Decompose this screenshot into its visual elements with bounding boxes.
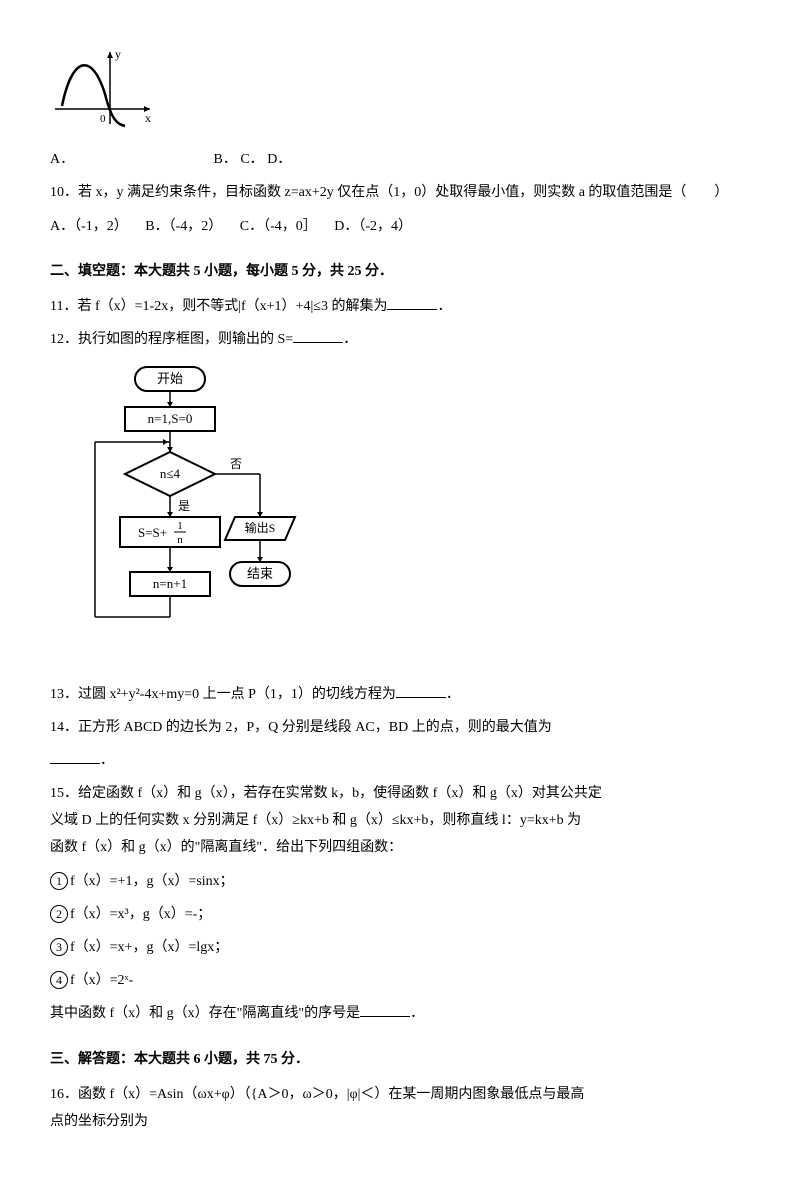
svg-text:n=1,S=0: n=1,S=0 <box>148 411 193 426</box>
x-axis-label: x <box>145 111 151 125</box>
q15-choice4: 4f（x）=2ˣ- <box>50 968 750 993</box>
flowchart: 开始 n=1,S=0 n≤4 否 输出S 结束 是 S=S+ 1 n n=n+1 <box>80 362 750 671</box>
q13-blank[interactable] <box>396 683 446 698</box>
q14: 14．正方形 ABCD 的边长为 2，P，Q 分别是线段 AC，BD 上的点，则… <box>50 715 750 740</box>
circled-4: 4 <box>50 971 68 989</box>
q15-end-text: 其中函数 f（x）和 g（x）存在"隔离直线"的序号是 <box>50 1006 360 1021</box>
section3-title: 三、解答题：本大题共 6 小题，共 75 分． <box>50 1047 750 1072</box>
q15-intro3: 函数 f（x）和 g（x）的"隔离直线"．给出下列四组函数： <box>50 835 750 860</box>
q14-blank-line: ． <box>50 748 750 773</box>
svg-text:0: 0 <box>100 113 106 125</box>
q9-opt-b: B． <box>214 152 237 167</box>
q12: 12．执行如图的程序框图，则输出的 S=． <box>50 327 750 352</box>
q15-choice1: 1f（x）=+1，g（x）=sinx； <box>50 869 750 894</box>
q9-graph: y x 0 <box>50 44 750 143</box>
y-axis-label: y <box>115 47 121 61</box>
q11-text: 11．若 f（x）=1-2x，则不等式|f（x+1）+4|≤3 的解集为 <box>50 299 387 314</box>
q15-intro1: 15．给定函数 f（x）和 g（x），若存在实常数 k，b，使得函数 f（x）和… <box>50 781 750 806</box>
svg-text:n: n <box>177 534 183 546</box>
svg-text:是: 是 <box>178 499 190 513</box>
q9-options: A． B． C． D． <box>50 147 750 172</box>
q15-blank[interactable] <box>360 1002 410 1017</box>
q9-opt-d: D． <box>267 152 291 167</box>
svg-text:n≤4: n≤4 <box>160 466 181 481</box>
circled-3: 3 <box>50 938 68 956</box>
q10-opt-d: D．（-2，4） <box>334 219 412 234</box>
q15-choice3: 3f（x）=x+，g（x）=lgx； <box>50 935 750 960</box>
circled-1: 1 <box>50 872 68 890</box>
q10-text: 10．若 x，y 满足约束条件，目标函数 z=ax+2y 仅在点（1，0）处取得… <box>50 180 750 205</box>
svg-text:S=S+: S=S+ <box>138 525 167 540</box>
svg-text:否: 否 <box>230 457 242 471</box>
svg-text:结束: 结束 <box>247 566 273 581</box>
q15-end: 其中函数 f（x）和 g（x）存在"隔离直线"的序号是． <box>50 1001 750 1026</box>
q16-l2: 点的坐标分别为 <box>50 1109 750 1134</box>
q11: 11．若 f（x）=1-2x，则不等式|f（x+1）+4|≤3 的解集为． <box>50 294 750 319</box>
q12-blank[interactable] <box>293 328 343 343</box>
q10-opt-a: A．（-1，2） <box>50 219 128 234</box>
q10-options: A．（-1，2） B．（-4，2） C．（-4，0］ D．（-2，4） <box>50 214 750 239</box>
q12-text: 12．执行如图的程序框图，则输出的 S= <box>50 332 293 347</box>
q14-blank[interactable] <box>50 749 100 764</box>
svg-text:1: 1 <box>177 520 183 532</box>
q14-text: 14．正方形 ABCD 的边长为 2，P，Q 分别是线段 AC，BD 上的点，则… <box>50 720 552 735</box>
section2-title: 二、填空题：本大题共 5 小题，每小题 5 分，共 25 分． <box>50 259 750 284</box>
svg-text:n=n+1: n=n+1 <box>153 576 187 591</box>
q15-intro2: 义域 D 上的任何实数 x 分别满足 f（x）≥kx+b 和 g（x）≤kx+b… <box>50 808 750 833</box>
q9-opt-c: C． <box>240 152 263 167</box>
svg-text:输出S: 输出S <box>245 520 276 535</box>
circled-2: 2 <box>50 905 68 923</box>
q15-choice2: 2f（x）=x³，g（x）=-； <box>50 902 750 927</box>
q13-text: 13．过圆 x²+y²-4x+my=0 上一点 P（1，1）的切线方程为 <box>50 687 396 702</box>
svg-text:开始: 开始 <box>157 371 183 386</box>
q16-l1: 16．函数 f（x）=Asin（ωx+φ）（{A＞0，ω＞0，|φ|＜）在某一周… <box>50 1082 750 1107</box>
q9-opt-a: A． <box>50 147 210 172</box>
q11-blank[interactable] <box>387 295 437 310</box>
q10-opt-c: C．（-4，0］ <box>240 219 317 234</box>
q13: 13．过圆 x²+y²-4x+my=0 上一点 P（1，1）的切线方程为． <box>50 682 750 707</box>
q10-opt-b: B．（-4，2） <box>145 219 222 234</box>
